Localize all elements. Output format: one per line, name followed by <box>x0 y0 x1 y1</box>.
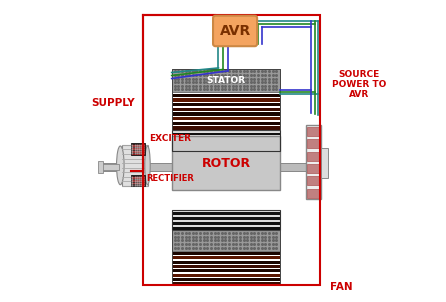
Bar <box>307 164 319 173</box>
Bar <box>172 212 281 215</box>
Text: ROTOR: ROTOR <box>202 156 251 170</box>
Ellipse shape <box>145 146 150 185</box>
Bar <box>172 98 281 102</box>
Bar <box>172 225 281 227</box>
Bar <box>172 261 281 264</box>
Bar <box>307 176 319 185</box>
Bar <box>172 133 281 135</box>
Bar <box>132 150 145 151</box>
Bar <box>172 94 281 97</box>
Bar <box>122 145 148 186</box>
Bar <box>172 69 281 130</box>
Bar <box>172 138 281 140</box>
Bar <box>172 130 281 151</box>
Bar <box>172 69 281 92</box>
Bar <box>321 148 328 178</box>
Bar <box>172 136 281 190</box>
Bar <box>172 215 281 217</box>
Bar <box>172 256 281 259</box>
Bar <box>172 148 281 151</box>
Bar <box>172 252 281 255</box>
Bar <box>172 282 281 285</box>
Bar <box>172 220 281 222</box>
Bar <box>172 140 281 143</box>
Bar <box>172 227 281 230</box>
FancyBboxPatch shape <box>213 16 257 46</box>
Bar <box>172 210 281 230</box>
Bar <box>172 265 281 268</box>
Bar <box>131 143 145 155</box>
Bar <box>172 130 281 133</box>
Bar <box>132 144 145 146</box>
Bar <box>172 230 281 251</box>
Bar <box>132 147 145 148</box>
Bar <box>172 103 281 107</box>
Text: SOURCE
POWER TO
AVR: SOURCE POWER TO AVR <box>332 70 386 99</box>
Bar <box>172 127 281 130</box>
Text: SUPPLY: SUPPLY <box>91 98 135 108</box>
Text: AVR: AVR <box>219 24 251 38</box>
Bar <box>172 143 281 146</box>
Text: STATOR: STATOR <box>206 76 246 85</box>
Bar <box>102 163 172 171</box>
Bar <box>98 161 103 173</box>
Bar <box>132 182 145 183</box>
Bar <box>172 278 281 281</box>
Bar <box>132 179 145 180</box>
Ellipse shape <box>116 146 124 185</box>
Bar <box>132 185 145 186</box>
Bar <box>172 230 281 285</box>
Bar <box>131 175 145 186</box>
Bar <box>132 176 145 177</box>
Bar <box>143 15 320 285</box>
Bar <box>172 269 281 272</box>
Bar <box>172 108 281 111</box>
Bar <box>306 125 321 199</box>
Bar <box>307 127 319 136</box>
Bar <box>172 274 281 277</box>
Bar <box>172 146 281 148</box>
Bar <box>172 222 281 225</box>
Text: RECTIFIER: RECTIFIER <box>146 174 194 183</box>
Text: EXCITER: EXCITER <box>149 134 191 143</box>
Bar <box>307 140 319 148</box>
Bar <box>101 164 119 170</box>
Bar <box>307 152 319 161</box>
Bar <box>307 189 319 198</box>
Bar <box>172 117 281 120</box>
Bar <box>172 122 281 125</box>
Bar <box>172 210 281 212</box>
Bar <box>172 135 281 138</box>
Bar <box>172 112 281 116</box>
Bar <box>132 153 145 154</box>
Bar <box>281 163 317 171</box>
Text: FAN: FAN <box>330 282 353 292</box>
Bar <box>172 217 281 220</box>
